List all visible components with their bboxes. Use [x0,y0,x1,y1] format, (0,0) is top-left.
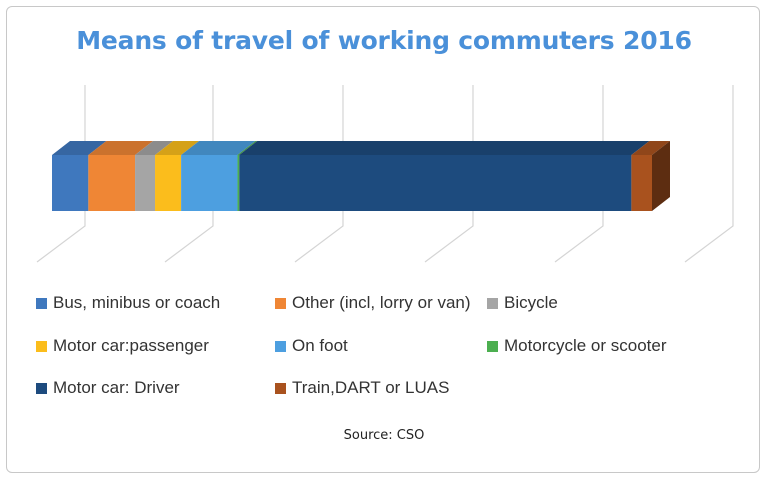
gridline [684,85,734,263]
bar-segment [155,141,200,211]
bar-segment [181,141,256,211]
chart-title: Means of travel of working commuters 201… [76,26,692,55]
chart-source: Source: CSO [343,428,425,443]
bar-segment [239,141,650,211]
bar-segment [237,141,258,211]
gridline [164,85,214,263]
bar-segment [88,141,154,211]
bar-segment [631,141,670,211]
bar-segment [135,141,174,211]
gridline [36,85,86,263]
bar-segment [52,141,107,211]
gridline [554,85,604,263]
chart-frame [6,6,760,473]
gridline [424,85,474,263]
gridline [294,85,344,263]
